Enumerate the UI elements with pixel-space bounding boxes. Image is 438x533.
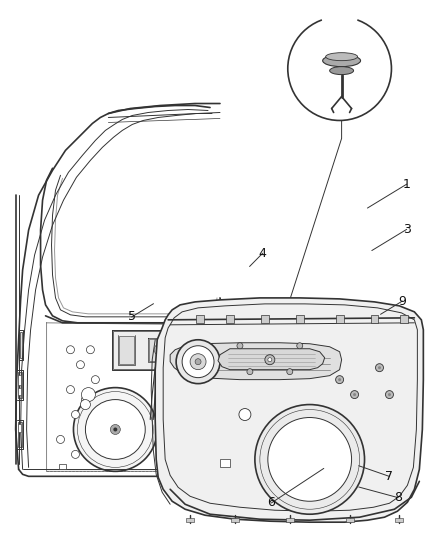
Circle shape	[67, 346, 74, 354]
Bar	[400, 315, 408, 323]
Circle shape	[67, 385, 74, 393]
Bar	[149, 339, 173, 361]
Circle shape	[85, 400, 145, 459]
Text: 5: 5	[128, 311, 136, 324]
Circle shape	[350, 391, 359, 399]
Circle shape	[239, 409, 251, 421]
Circle shape	[74, 387, 157, 471]
Bar	[261, 315, 269, 323]
Bar	[18, 375, 21, 385]
Polygon shape	[155, 298, 424, 522]
Circle shape	[196, 376, 204, 384]
Circle shape	[191, 356, 199, 364]
Circle shape	[71, 450, 79, 458]
Circle shape	[297, 343, 303, 349]
Bar	[396, 518, 403, 522]
Bar	[18, 424, 21, 432]
Polygon shape	[218, 349, 325, 370]
Circle shape	[186, 455, 194, 463]
Bar	[113, 331, 179, 369]
Bar	[18, 387, 21, 394]
Polygon shape	[170, 343, 342, 379]
Circle shape	[113, 427, 117, 432]
Circle shape	[385, 391, 393, 399]
Circle shape	[288, 17, 392, 120]
Circle shape	[255, 405, 364, 514]
Text: 1: 1	[403, 177, 411, 191]
Circle shape	[353, 393, 356, 396]
Circle shape	[190, 354, 206, 370]
Bar	[220, 459, 230, 467]
Bar	[286, 518, 294, 522]
Circle shape	[110, 424, 120, 434]
Text: 3: 3	[403, 223, 411, 236]
Circle shape	[338, 378, 341, 381]
Ellipse shape	[330, 67, 353, 75]
Circle shape	[388, 393, 391, 396]
Bar	[170, 455, 182, 462]
Circle shape	[81, 387, 95, 401]
Bar	[196, 315, 204, 323]
Text: 6: 6	[268, 496, 276, 510]
Circle shape	[86, 346, 95, 354]
Bar	[20, 332, 21, 358]
Circle shape	[375, 364, 384, 372]
Circle shape	[182, 346, 214, 378]
Text: 4: 4	[259, 247, 267, 260]
Circle shape	[265, 355, 275, 365]
Bar	[18, 422, 21, 447]
Bar	[371, 315, 378, 323]
Circle shape	[336, 376, 343, 384]
Bar	[296, 315, 304, 323]
Bar	[226, 315, 234, 323]
Ellipse shape	[323, 55, 360, 67]
Bar	[336, 315, 343, 323]
Circle shape	[237, 343, 243, 349]
Circle shape	[268, 358, 272, 362]
Bar	[346, 518, 353, 522]
Circle shape	[81, 395, 89, 403]
Circle shape	[71, 410, 79, 418]
Circle shape	[378, 366, 381, 369]
Circle shape	[157, 347, 163, 353]
Circle shape	[154, 344, 166, 356]
Text: 7: 7	[385, 470, 393, 483]
Circle shape	[92, 376, 99, 384]
Circle shape	[161, 455, 169, 463]
Circle shape	[176, 340, 220, 384]
Bar	[119, 336, 134, 364]
Bar	[231, 518, 239, 522]
Circle shape	[287, 369, 293, 375]
Bar	[59, 464, 67, 470]
Text: 8: 8	[394, 491, 402, 504]
Circle shape	[194, 395, 202, 403]
Circle shape	[268, 417, 352, 501]
Circle shape	[247, 369, 253, 375]
Bar	[18, 372, 21, 398]
Text: 9: 9	[399, 295, 406, 308]
Circle shape	[195, 359, 201, 365]
Circle shape	[57, 435, 64, 443]
Circle shape	[77, 361, 85, 369]
Ellipse shape	[326, 53, 357, 61]
Circle shape	[81, 400, 90, 409]
Bar	[186, 518, 194, 522]
